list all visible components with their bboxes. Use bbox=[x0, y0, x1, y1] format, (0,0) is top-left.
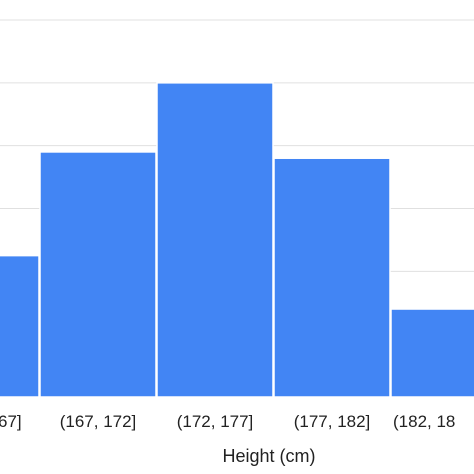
histogram-bar bbox=[0, 254, 40, 398]
histogram-bar bbox=[156, 82, 274, 398]
x-tick-label: (172, 177] bbox=[177, 412, 254, 431]
bar-layer bbox=[0, 82, 474, 398]
x-tick-label: (177, 182] bbox=[294, 412, 371, 431]
histogram-bar bbox=[273, 157, 391, 398]
x-tick-label: (167, 172] bbox=[60, 412, 137, 431]
histogram-bar bbox=[39, 151, 157, 398]
x-tick-label: (182, 18 bbox=[393, 412, 455, 431]
x-axis-title: Height (cm) bbox=[222, 446, 315, 466]
histogram-bar bbox=[390, 308, 474, 398]
x-tick-layer: 67] (167, 172] (172, 177] (177, 182] (182, 1… bbox=[0, 412, 455, 431]
x-tick-label: 67] bbox=[0, 412, 22, 431]
